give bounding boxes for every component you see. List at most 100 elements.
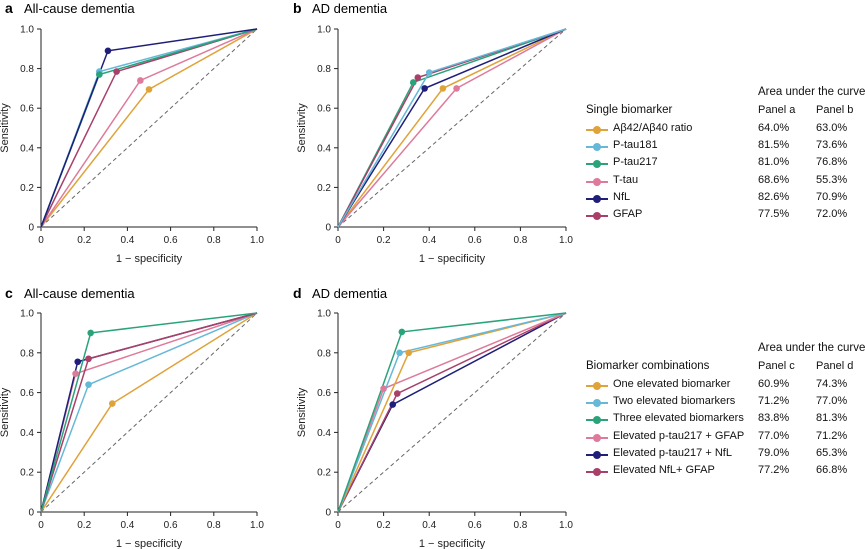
roc-point — [409, 79, 417, 86]
chance-diagonal — [337, 312, 567, 513]
y-tick-label: 0.2 — [317, 468, 331, 479]
x-axis-label: 1 − specificity — [419, 253, 486, 265]
legend-swatch — [586, 382, 608, 390]
y-tick-label: 0.6 — [20, 388, 34, 399]
panel-c: c All-cause dementia 0 0.2 0.4 0.6 0.8 1.0 0 0.2 0… — [0, 285, 264, 549]
legend-swatch — [586, 212, 608, 220]
legend-swatch — [586, 450, 608, 459]
legend-marker — [593, 468, 601, 476]
legend-swatch — [586, 177, 608, 186]
auc-value: 71.2% — [758, 395, 790, 408]
legend-entry-label: P-tau181 — [613, 139, 658, 152]
x-tick-label: 1.0 — [559, 235, 573, 246]
roc-point — [393, 390, 401, 397]
legend-entry-label: Three elevated biomarkers — [613, 412, 744, 425]
y-tick-label: 0 — [325, 508, 331, 519]
x-tick-label: 0 — [38, 520, 44, 531]
auc-value: 77.5% — [758, 208, 790, 220]
x-tick-label: 0.8 — [513, 520, 527, 531]
auc-column-1-header: Panel c — [758, 360, 795, 372]
auc-value: 55.3% — [816, 173, 848, 186]
x-tick-label: 0.8 — [513, 235, 527, 246]
legend-swatch — [586, 143, 608, 152]
x-tick-label: 0 — [38, 235, 44, 246]
legend-swatch — [586, 468, 608, 476]
legend-marker — [593, 212, 601, 220]
x-axis-label: 1 − specificity — [116, 538, 183, 549]
legend-swatch — [586, 160, 608, 169]
auc-value: 77.2% — [758, 464, 790, 476]
auc-value: 73.6% — [816, 139, 848, 152]
x-tick-label: 0.2 — [77, 520, 91, 531]
panel-letter: a — [5, 0, 13, 16]
auc-value: 72.0% — [816, 208, 848, 220]
y-axis-label: Sensitivity — [0, 387, 11, 437]
panel-letter: b — [293, 0, 302, 16]
roc-point — [405, 349, 412, 357]
auc-value: 66.8% — [816, 464, 848, 476]
legend-marker — [593, 177, 601, 186]
y-axis-label: Sensitivity — [0, 103, 11, 153]
auc-value: 82.6% — [758, 190, 790, 203]
x-tick-label: 0.6 — [468, 235, 482, 246]
y-tick-label: 1.0 — [317, 25, 331, 36]
legend-swatch — [586, 433, 608, 442]
x-tick-label: 0.8 — [207, 520, 221, 531]
y-tick-label: 0.4 — [20, 428, 34, 439]
y-tick-label: 0.4 — [20, 143, 34, 154]
panel-a: a All-cause dementia 0 0.2 0.4 0.6 0.8 1.0 0 0.2 0… — [0, 0, 264, 265]
x-tick-label: 0.4 — [422, 235, 436, 246]
legend-entry-label: Aβ42/Aβ40 ratio — [613, 122, 693, 134]
x-tick-label: 0 — [335, 520, 341, 531]
x-tick-label: 1.0 — [559, 520, 573, 531]
legend-marker — [593, 126, 601, 134]
panel-title: All-cause dementia — [24, 286, 135, 301]
auc-value: 64.0% — [758, 122, 790, 134]
auc-value: 65.3% — [816, 446, 848, 459]
legend-entry-label: One elevated biomarker — [613, 378, 731, 390]
x-axis-label: 1 − specificity — [116, 253, 183, 265]
y-tick-label: 0.6 — [317, 388, 331, 399]
y-axis-label: Sensitivity — [296, 103, 308, 153]
roc-point — [72, 370, 79, 377]
panel-letter: c — [5, 285, 13, 301]
auc-value: 77.0% — [758, 429, 790, 442]
legend-entry-label: Elevated p-tau217 + NfL — [613, 446, 732, 459]
legend-entry-label: NfL — [613, 190, 631, 203]
roc-point — [104, 47, 112, 55]
roc-point — [87, 329, 94, 337]
roc-point — [137, 77, 144, 84]
y-tick-label: 0.6 — [317, 104, 331, 115]
auc-column-2-header: Panel b — [816, 104, 854, 116]
panel-b: b AD dementia 0 0.2 0.4 0.6 0.8 1.0 0 0.2 0.4 0.6 0.… — [293, 0, 573, 265]
panel-title: AD dementia — [312, 1, 388, 16]
roc-point — [439, 85, 447, 92]
roc-point — [398, 328, 406, 336]
x-tick-label: 1.0 — [250, 520, 264, 531]
auc-value: 60.9% — [758, 378, 790, 390]
auc-value: 81.3% — [816, 412, 848, 425]
legend-marker — [593, 160, 601, 169]
y-tick-label: 0 — [28, 508, 34, 519]
legend-marker — [593, 399, 601, 408]
y-tick-label: 0.8 — [20, 64, 34, 75]
legend-marker — [593, 382, 601, 390]
legend-group-label: Single biomarker — [586, 104, 673, 116]
roc-point — [85, 381, 92, 388]
roc-point — [389, 401, 397, 408]
x-tick-label: 0.2 — [377, 235, 391, 246]
y-tick-label: 0.8 — [317, 348, 331, 359]
auc-value: 63.0% — [816, 122, 848, 134]
x-tick-label: 0.2 — [77, 235, 91, 246]
y-tick-label: 0.8 — [317, 64, 331, 75]
chance-diagonal — [337, 28, 567, 228]
legend-entry-label: Two elevated biomarkers — [613, 395, 736, 408]
x-tick-label: 0.6 — [164, 520, 178, 531]
legend-marker — [593, 416, 601, 425]
auc-value: 81.5% — [758, 139, 790, 152]
auc-value: 71.2% — [816, 429, 848, 442]
legend-marker — [593, 450, 601, 459]
roc-point — [421, 85, 428, 92]
auc-value: 77.0% — [816, 395, 848, 408]
auc-column-2-header: Panel d — [816, 360, 854, 372]
